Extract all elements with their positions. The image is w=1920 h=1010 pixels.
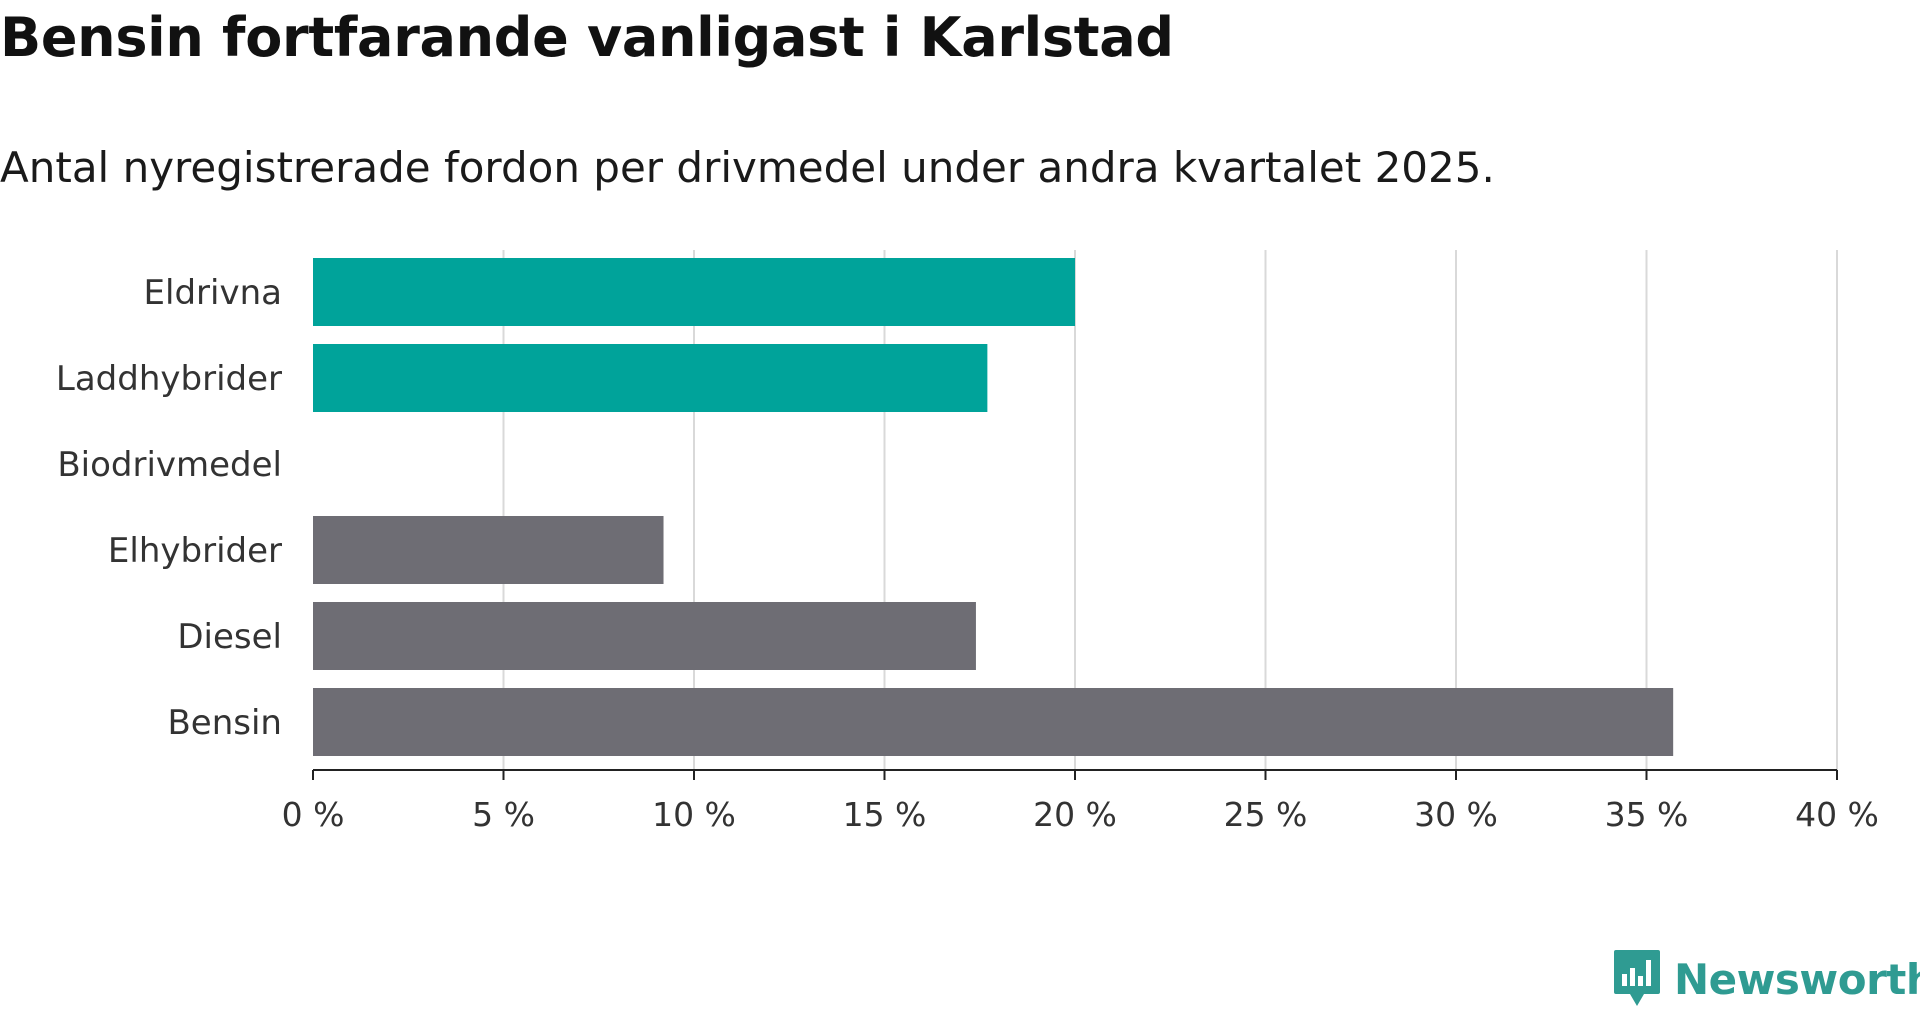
gridlines: [502, 250, 1838, 770]
bar-chart: Eldrivna Laddhybrider Biodrivmedel Elhybrid…: [56, 250, 1879, 834]
newsworthy-logo-icon: [1614, 950, 1660, 1006]
chart-title: Bensin fortfarande vanligast i Karlstad: [0, 6, 1174, 69]
x-tick-label: 40 %: [1795, 795, 1879, 834]
brand-name: Newsworthy: [1674, 954, 1920, 1004]
category-label: Elhybrider: [108, 531, 282, 571]
bar-laddhybrider: [313, 344, 988, 412]
newsworthy-logo: Newsworthy: [1612, 948, 1920, 1010]
bar-bensin: [313, 688, 1674, 756]
x-tick-label: 0 %: [282, 795, 345, 834]
category-label: Eldrivna: [144, 273, 282, 313]
x-axis: 0 % 5 % 10 % 15 % 20 % 25 % 30 % 35 % 40 %: [282, 769, 1879, 834]
bar-elhybrider: [313, 516, 664, 584]
x-tick-label: 25 %: [1224, 795, 1308, 834]
category-label: Bensin: [167, 703, 282, 743]
category-label: Biodrivmedel: [57, 445, 282, 485]
x-tick-label: 15 %: [843, 795, 927, 834]
chart-subtitle: Antal nyregistrerade fordon per drivmede…: [0, 143, 1495, 192]
bar-diesel: [313, 602, 976, 670]
bars: [313, 258, 1674, 756]
x-tick-label: 10 %: [652, 795, 736, 834]
category-label: Diesel: [177, 617, 282, 657]
x-tick-label: 35 %: [1605, 795, 1689, 834]
category-labels: Eldrivna Laddhybrider Biodrivmedel Elhybrid…: [56, 273, 282, 743]
x-tick-label: 20 %: [1033, 795, 1117, 834]
x-tick-label: 30 %: [1414, 795, 1498, 834]
category-label: Laddhybrider: [56, 359, 282, 399]
bar-eldrivna: [313, 258, 1075, 326]
x-tick-label: 5 %: [472, 795, 535, 834]
